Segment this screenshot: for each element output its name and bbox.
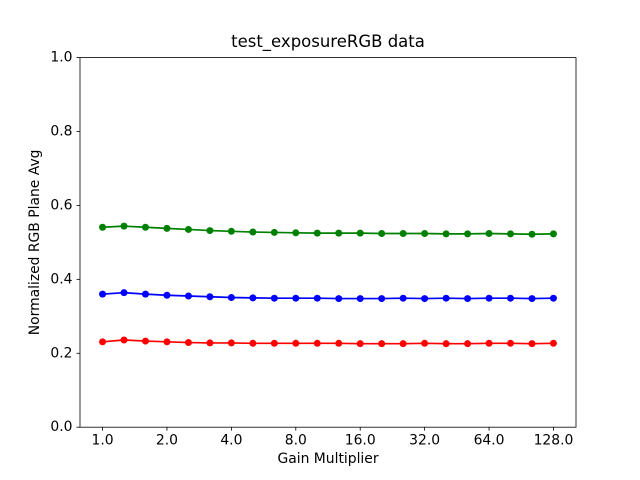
red-marker — [442, 340, 450, 348]
green-marker — [270, 228, 278, 236]
red-marker — [141, 337, 149, 345]
blue-marker — [335, 295, 343, 303]
red-marker — [528, 340, 536, 348]
red-marker — [507, 339, 515, 347]
red-marker — [99, 338, 107, 346]
green-marker — [507, 230, 515, 238]
x-tick-label: 32.0 — [409, 433, 440, 449]
y-tick-label: 0.6 — [50, 197, 72, 213]
green-marker — [120, 222, 128, 230]
red-marker — [120, 336, 128, 344]
green-marker — [184, 225, 192, 233]
green-marker — [442, 230, 450, 238]
green-line-series — [102, 225, 554, 236]
green-marker — [485, 230, 493, 238]
green-marker — [99, 223, 107, 231]
blue-marker — [249, 294, 257, 302]
blue-marker — [206, 293, 214, 301]
red-marker — [249, 339, 257, 347]
green-marker — [163, 224, 171, 232]
blue-marker — [464, 295, 472, 303]
blue-marker — [99, 290, 107, 298]
red-marker — [335, 339, 343, 347]
red-marker — [206, 339, 214, 347]
green-marker — [141, 223, 149, 231]
red-marker — [292, 339, 300, 347]
red-marker — [184, 339, 192, 347]
blue-marker — [270, 294, 278, 302]
red-marker — [549, 339, 557, 347]
red-marker — [485, 339, 493, 347]
green-marker — [292, 229, 300, 237]
red-marker — [356, 340, 364, 348]
blue-marker — [442, 294, 450, 302]
green-marker — [549, 230, 557, 238]
x-tick-label: 64.0 — [474, 433, 505, 449]
y-tick-label: 0.8 — [50, 124, 72, 140]
green-marker — [528, 230, 536, 238]
x-tick-label: 128.0 — [534, 433, 574, 449]
green-marker — [421, 230, 429, 238]
red-marker — [378, 340, 386, 348]
y-tick-label: 0.0 — [50, 419, 72, 435]
blue-marker — [549, 294, 557, 302]
red-marker — [399, 340, 407, 348]
plot-area: 1.0 2.0 4.0 8.0 16.0 32.0 64.0 128.0 0.0 0.2 0.4 0.… — [50, 50, 577, 449]
blue-marker — [421, 295, 429, 303]
blue-marker — [141, 290, 149, 298]
red-marker — [464, 340, 472, 348]
y-axis-label: Normalized RGB Plane Avg — [27, 150, 43, 336]
red-marker — [421, 339, 429, 347]
green-marker — [335, 229, 343, 237]
blue-marker — [163, 291, 171, 299]
red-marker — [227, 339, 235, 347]
blue-marker — [120, 289, 128, 297]
blue-marker — [227, 293, 235, 301]
blue-line-series — [102, 291, 554, 300]
blue-marker — [292, 294, 300, 302]
x-tick-label: 1.0 — [91, 433, 113, 449]
blue-marker — [356, 295, 364, 303]
blue-marker — [485, 294, 493, 302]
y-tick-label: 1.0 — [50, 50, 72, 66]
red-marker — [313, 339, 321, 347]
blue-marker — [507, 294, 515, 302]
chart-title: test_exposureRGB data — [231, 32, 425, 52]
green-marker — [227, 227, 235, 235]
blue-marker — [313, 294, 321, 302]
green-marker — [313, 229, 321, 237]
green-marker — [356, 229, 364, 237]
blue-marker — [184, 292, 192, 300]
green-marker — [464, 230, 472, 238]
red-line-series — [102, 339, 554, 345]
x-tick-label: 2.0 — [156, 433, 178, 449]
red-marker — [270, 339, 278, 347]
x-tick-label: 16.0 — [345, 433, 376, 449]
x-tick-label: 8.0 — [285, 433, 307, 449]
blue-marker — [399, 294, 407, 302]
green-marker — [378, 230, 386, 238]
green-marker — [206, 227, 214, 235]
green-marker — [399, 230, 407, 238]
x-axis-label: Gain Multiplier — [277, 451, 378, 467]
x-tick-label: 4.0 — [220, 433, 242, 449]
plot-frame — [79, 57, 577, 428]
red-marker — [163, 338, 171, 346]
y-tick-label: 0.2 — [50, 345, 72, 361]
blue-marker — [528, 295, 536, 303]
blue-marker — [378, 295, 386, 303]
green-marker — [249, 228, 257, 236]
y-tick-label: 0.4 — [50, 271, 72, 287]
